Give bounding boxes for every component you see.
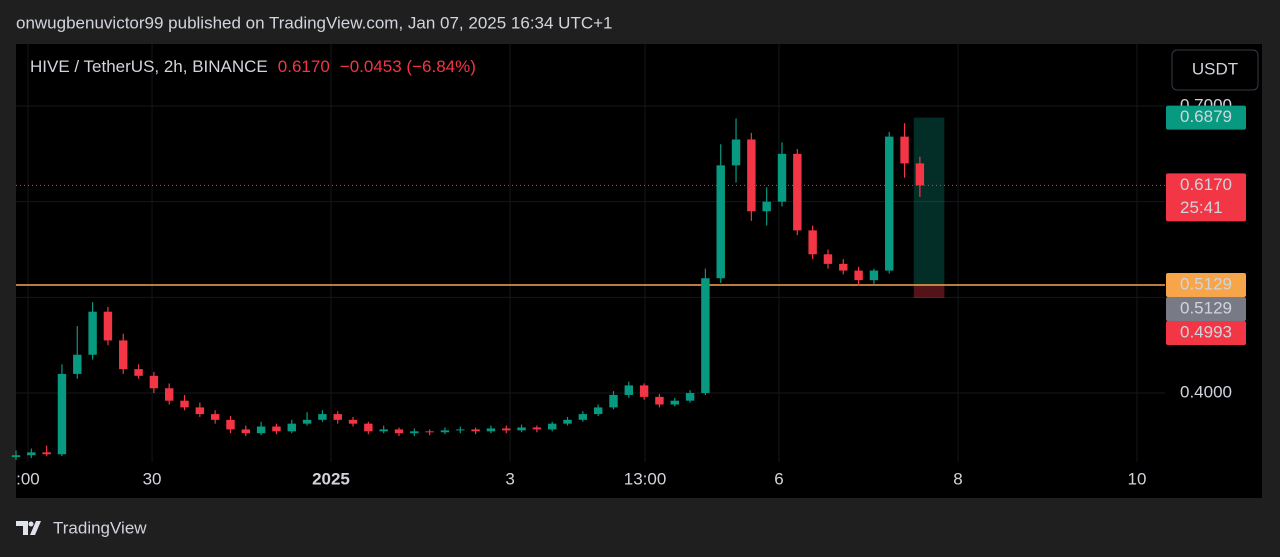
brand: TradingView — [53, 518, 147, 537]
candle-body — [578, 414, 588, 420]
brand-logo — [16, 521, 41, 535]
byline: onwugbenuvictor99 published on TradingVi… — [16, 13, 613, 32]
countdown: 25:41 — [1180, 198, 1223, 217]
candle-body — [854, 270, 863, 281]
candle-body — [272, 426, 281, 432]
candle-body — [149, 375, 159, 389]
candle-body — [27, 452, 36, 456]
candle-body — [164, 388, 174, 401]
symbol-line: HIVE / TetherUS, 2h, BINANCE 0.6170 −0.045… — [30, 57, 476, 76]
last-price: 0.6170 — [278, 57, 330, 76]
candle-body — [103, 311, 113, 341]
candle-body — [42, 452, 51, 455]
candle-body — [517, 427, 526, 431]
currency-label[interactable]: USDT — [1192, 59, 1238, 78]
candle-body — [379, 429, 388, 432]
currency-button[interactable] — [1171, 49, 1259, 91]
candle-body — [701, 278, 710, 394]
candle-body — [394, 429, 404, 434]
candle-body — [915, 163, 925, 186]
candle-body — [425, 431, 434, 433]
candle-body — [134, 369, 143, 376]
candle-body — [88, 311, 97, 355]
candle-body — [210, 414, 220, 420]
candle-body — [440, 430, 450, 433]
candle-body — [364, 423, 373, 432]
candle-body — [655, 396, 664, 405]
candle-body — [747, 139, 756, 212]
candle-body — [823, 254, 833, 264]
candle-body — [762, 201, 771, 212]
price-label-box — [1166, 273, 1246, 298]
candle-body — [685, 393, 695, 401]
candle-body — [609, 394, 618, 408]
candle-body — [624, 385, 634, 395]
candle-body — [180, 400, 189, 408]
candle-body — [57, 373, 67, 455]
candle-body — [226, 419, 235, 430]
x-tick-label: 2025 — [312, 469, 350, 488]
candle-body — [563, 419, 572, 424]
candle-body — [333, 414, 342, 420]
change: −0.0453 (−6.84%) — [340, 57, 476, 76]
price-label-box — [1166, 173, 1246, 222]
candle-body — [547, 423, 557, 430]
price-label: 0.6879 — [1180, 107, 1232, 126]
candle-body — [869, 270, 879, 281]
price-label-box — [1166, 105, 1246, 130]
candle-body — [486, 428, 496, 432]
x-tick-label: 3 — [505, 469, 514, 488]
candle-body — [73, 354, 82, 374]
candle-body — [318, 414, 327, 420]
x-tick-label: 8 — [953, 469, 962, 488]
plot: :00302025313:0068100.40000.50000.60000.7… — [11, 44, 1246, 488]
candle-body — [731, 139, 741, 166]
candle-body — [593, 407, 603, 415]
candle-body — [670, 400, 679, 405]
position-loss — [913, 285, 945, 299]
candle-body — [502, 428, 511, 431]
candle-body — [639, 385, 649, 397]
candle-body — [241, 429, 251, 434]
position-profit — [913, 117, 945, 286]
candle-body — [195, 407, 205, 415]
price-label-box — [1166, 297, 1246, 322]
x-tick-label: 10 — [1128, 469, 1147, 488]
candle-body — [808, 230, 817, 255]
candle-body — [302, 419, 312, 424]
candle-body — [532, 427, 542, 430]
candle-body — [348, 419, 358, 424]
price-label: 0.5129 — [1180, 299, 1232, 318]
x-tick-label: 30 — [143, 469, 162, 488]
price-label-box — [1166, 321, 1246, 346]
candle-body — [471, 429, 480, 432]
candle-body — [119, 340, 128, 370]
candle-body — [793, 153, 802, 231]
candle-body — [839, 263, 848, 271]
symbol: HIVE / TetherUS, 2h, BINANCE — [30, 57, 268, 76]
x-tick-label: :00 — [16, 469, 40, 488]
candle-body — [410, 431, 419, 434]
x-tick-label: 6 — [774, 469, 783, 488]
candle-body — [256, 426, 266, 434]
candle-body — [777, 153, 787, 202]
candle-body — [456, 429, 465, 431]
price-label: 0.6170 — [1180, 175, 1232, 194]
candle-body — [900, 136, 909, 164]
x-tick-label: 13:00 — [624, 469, 667, 488]
candle-body — [716, 165, 725, 279]
chart-area — [16, 44, 1262, 498]
y-tick-label: 0.4000 — [1180, 383, 1232, 402]
candle-body — [11, 455, 21, 458]
candle-body — [287, 423, 296, 432]
price-label: 0.5129 — [1180, 275, 1232, 294]
price-label: 0.4993 — [1180, 323, 1232, 342]
candle-body — [885, 136, 894, 271]
